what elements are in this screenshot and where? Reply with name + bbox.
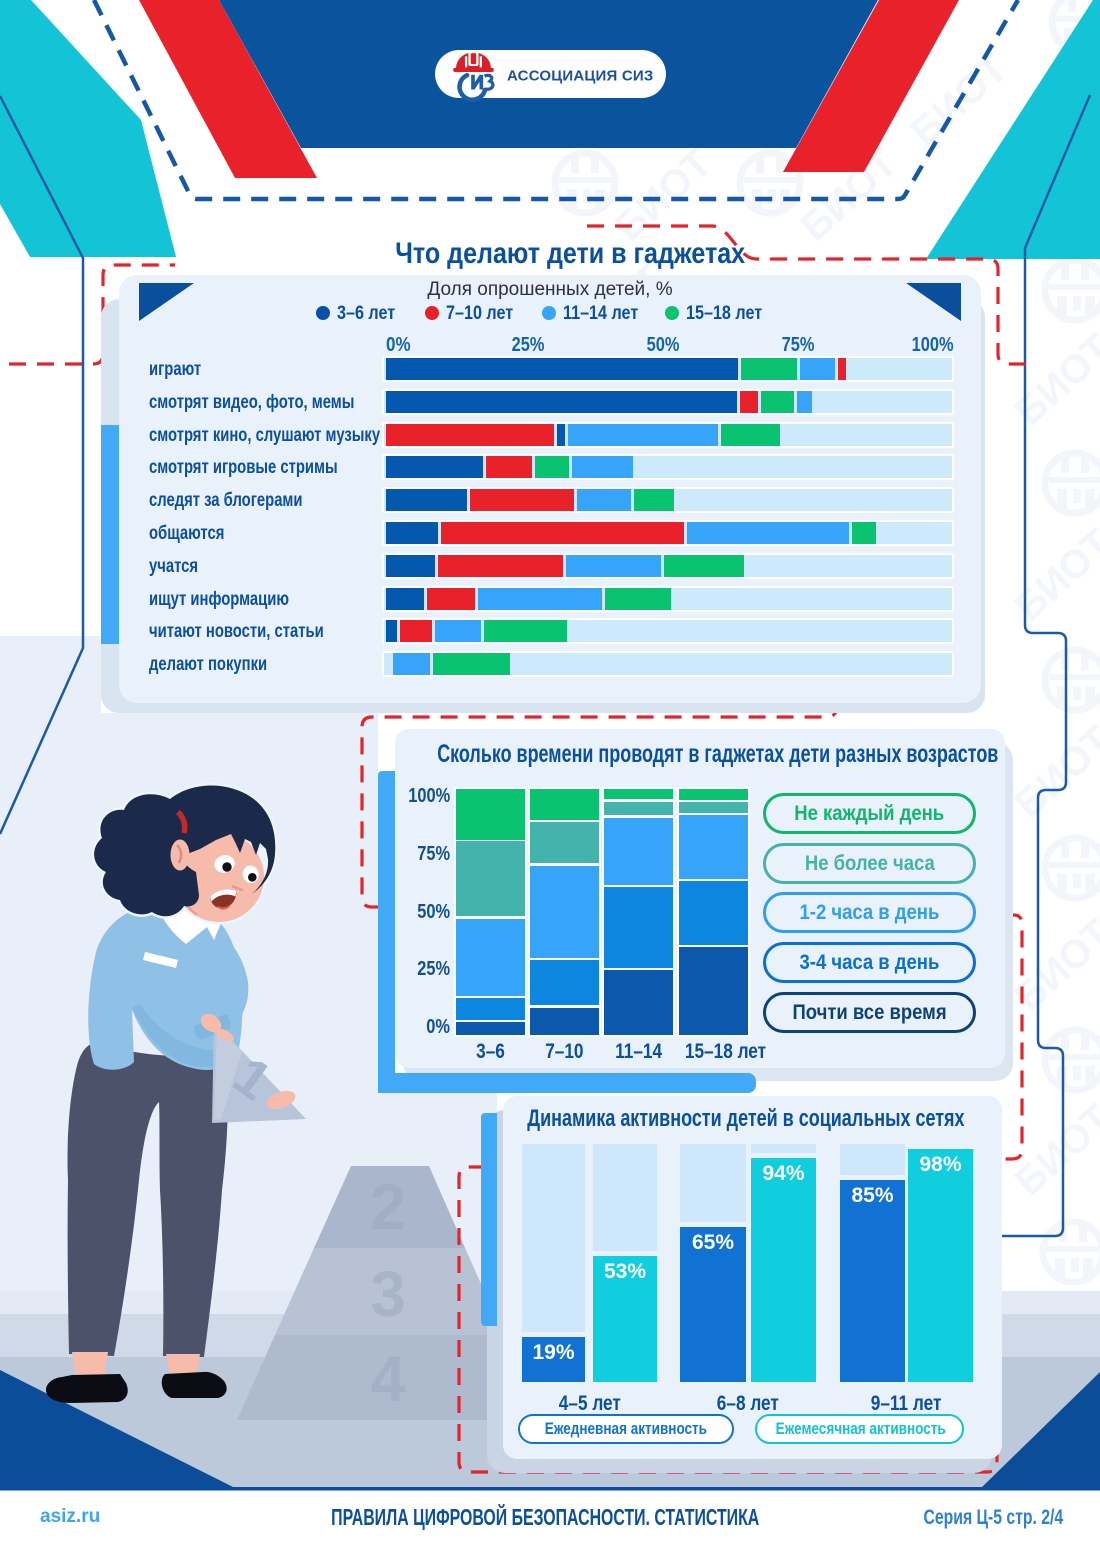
svg-text:3: 3: [370, 1258, 406, 1330]
svg-text:2: 2: [370, 1171, 406, 1243]
svg-text:4: 4: [370, 1343, 406, 1415]
svg-text:АССОЦИАЦИЯ СИЗ: АССОЦИАЦИЯ СИЗ: [507, 68, 654, 85]
